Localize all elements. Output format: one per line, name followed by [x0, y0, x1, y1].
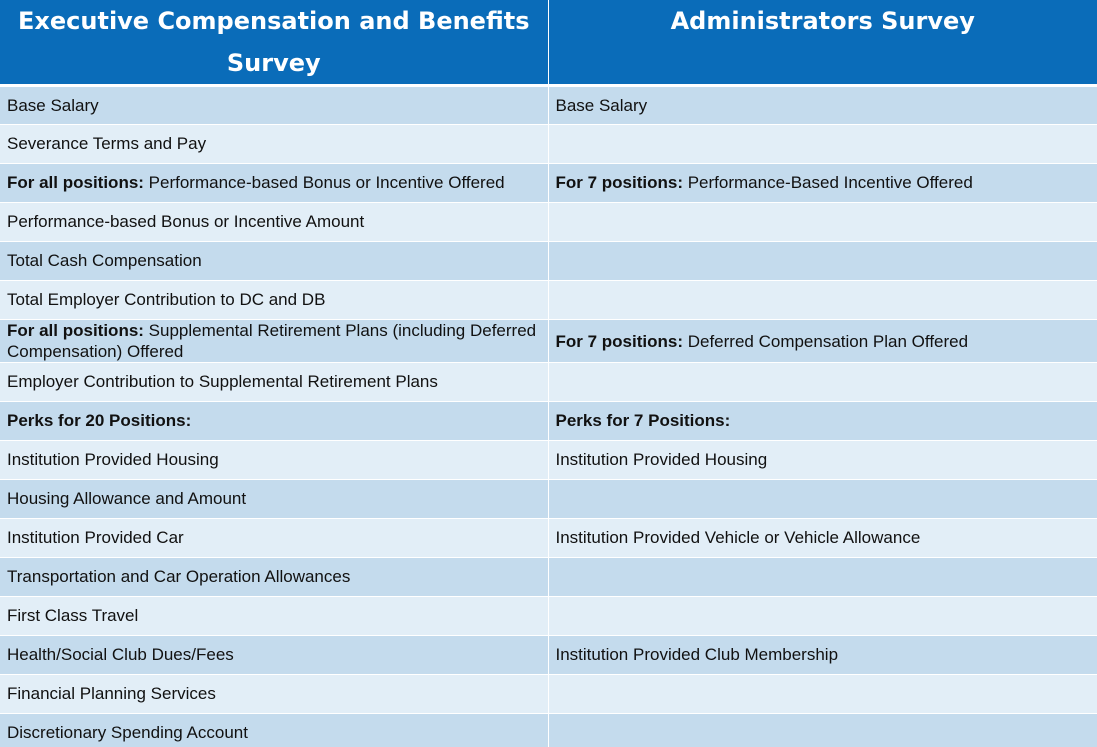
cell-lead-label: For all positions: [7, 321, 144, 340]
cell-text: Employer Contribution to Supplemental Re… [7, 372, 438, 391]
cell-text: Performance-based Bonus or Incentive Off… [143, 173, 505, 192]
administrators-survey-cell: Perks for 7 Positions: [548, 401, 1097, 441]
cell-text: Financial Planning Services [7, 684, 216, 703]
executive-survey-cell: Base Salary [0, 85, 549, 125]
cell-text: Supplemental Retirement Plans (including… [7, 321, 537, 361]
administrators-survey-cell [548, 241, 1097, 281]
table-body: Base Salary Base Salary Severance Terms an… [0, 85, 1097, 747]
table-row: Perks for 20 Positions: Perks for 7 Posit… [0, 401, 1097, 441]
header-executive-survey: Executive Compensation and Benefits Surv… [0, 0, 549, 87]
cell-text: Base Salary [7, 95, 99, 115]
administrators-survey-cell: Institution Provided Club Membership [548, 635, 1097, 675]
executive-survey-cell: For all positions: Performance-based Bon… [0, 163, 549, 203]
cell-text: Base Salary [555, 95, 648, 115]
executive-survey-cell: Total Cash Compensation [0, 241, 549, 281]
table-row: Housing Allowance and Amount [0, 479, 1097, 519]
administrators-survey-cell [548, 596, 1097, 636]
cell-text: Institution Provided Club Membership [555, 645, 839, 664]
executive-survey-cell: Institution Provided Car [0, 518, 549, 558]
table-row: Discretionary Spending Account [0, 713, 1097, 747]
table-row: Financial Planning Services [0, 674, 1097, 714]
administrators-survey-cell [548, 280, 1097, 320]
executive-survey-cell: For all positions: Supplemental Retireme… [0, 319, 549, 363]
table-row: Employer Contribution to Supplemental Re… [0, 362, 1097, 402]
cell-text: Housing Allowance and Amount [7, 489, 247, 508]
executive-survey-cell: First Class Travel [0, 596, 549, 636]
executive-survey-cell: Perks for 20 Positions: [0, 401, 549, 441]
header-row: Executive Compensation and Benefits Surv… [0, 0, 1097, 87]
executive-survey-cell: Institution Provided Housing [0, 440, 549, 480]
cell-lead-label: For 7 positions: [555, 173, 684, 192]
header-administrators-survey: Administrators Survey [548, 0, 1097, 87]
executive-survey-cell: Discretionary Spending Account [0, 713, 549, 747]
administrators-survey-cell [548, 124, 1097, 164]
table-row: Total Employer Contribution to DC and DB [0, 280, 1097, 320]
cell-text: Performance-Based Incentive Offered [683, 173, 973, 192]
table-row: For all positions: Performance-based Bon… [0, 163, 1097, 203]
executive-survey-cell: Transportation and Car Operation Allowan… [0, 557, 549, 597]
cell-text: Discretionary Spending Account [7, 723, 248, 742]
cell-text: First Class Travel [7, 606, 139, 625]
cell-lead-label: Perks for 7 Positions: [555, 411, 731, 430]
table-row: Transportation and Car Operation Allowan… [0, 557, 1097, 597]
cell-text: Total Cash Compensation [7, 251, 202, 270]
table-row: Institution Provided Housing Institution … [0, 440, 1097, 480]
administrators-survey-cell [548, 674, 1097, 714]
table-row: Health/Social Club Dues/Fees Institution … [0, 635, 1097, 675]
cell-lead-label: Perks for 20 Positions: [7, 411, 192, 430]
administrators-survey-cell: For 7 positions: Deferred Compensation P… [548, 319, 1097, 363]
executive-survey-cell: Performance-based Bonus or Incentive Amo… [0, 202, 549, 242]
executive-survey-cell: Severance Terms and Pay [0, 124, 549, 164]
cell-text: Transportation and Car Operation Allowan… [7, 567, 351, 586]
cell-text: Performance-based Bonus or Incentive Amo… [7, 212, 365, 231]
executive-survey-cell: Total Employer Contribution to DC and DB [0, 280, 549, 320]
executive-survey-cell: Employer Contribution to Supplemental Re… [0, 362, 549, 402]
cell-text: Institution Provided Car [7, 528, 184, 547]
cell-lead-label: For all positions: [7, 173, 144, 192]
administrators-survey-cell: Institution Provided Vehicle or Vehicle … [548, 518, 1097, 558]
table-row: Base Salary Base Salary [0, 85, 1097, 125]
cell-text: Total Employer Contribution to DC and DB [7, 290, 326, 309]
table-row: Severance Terms and Pay [0, 124, 1097, 164]
administrators-survey-cell [548, 479, 1097, 519]
administrators-survey-cell [548, 713, 1097, 747]
table-row: First Class Travel [0, 596, 1097, 636]
administrators-survey-cell [548, 557, 1097, 597]
cell-lead-label: For 7 positions: [555, 331, 684, 351]
table-row: For all positions: Supplemental Retireme… [0, 319, 1097, 363]
executive-survey-cell: Health/Social Club Dues/Fees [0, 635, 549, 675]
administrators-survey-cell: For 7 positions: Performance-Based Incen… [548, 163, 1097, 203]
administrators-survey-cell [548, 202, 1097, 242]
executive-survey-cell: Housing Allowance and Amount [0, 479, 549, 519]
cell-text: Institution Provided Vehicle or Vehicle … [555, 528, 921, 547]
cell-text: Severance Terms and Pay [7, 134, 207, 153]
table-row: Total Cash Compensation [0, 241, 1097, 281]
executive-survey-cell: Financial Planning Services [0, 674, 549, 714]
cell-text: Health/Social Club Dues/Fees [7, 645, 234, 664]
table-row: Performance-based Bonus or Incentive Amo… [0, 202, 1097, 242]
cell-text: Deferred Compensation Plan Offered [683, 331, 969, 351]
administrators-survey-cell: Base Salary [548, 85, 1097, 125]
cell-text: Institution Provided Housing [7, 450, 219, 469]
table-row: Institution Provided Car Institution Prov… [0, 518, 1097, 558]
administrators-survey-cell [548, 362, 1097, 402]
administrators-survey-cell: Institution Provided Housing [548, 440, 1097, 480]
cell-text: Institution Provided Housing [555, 450, 768, 469]
